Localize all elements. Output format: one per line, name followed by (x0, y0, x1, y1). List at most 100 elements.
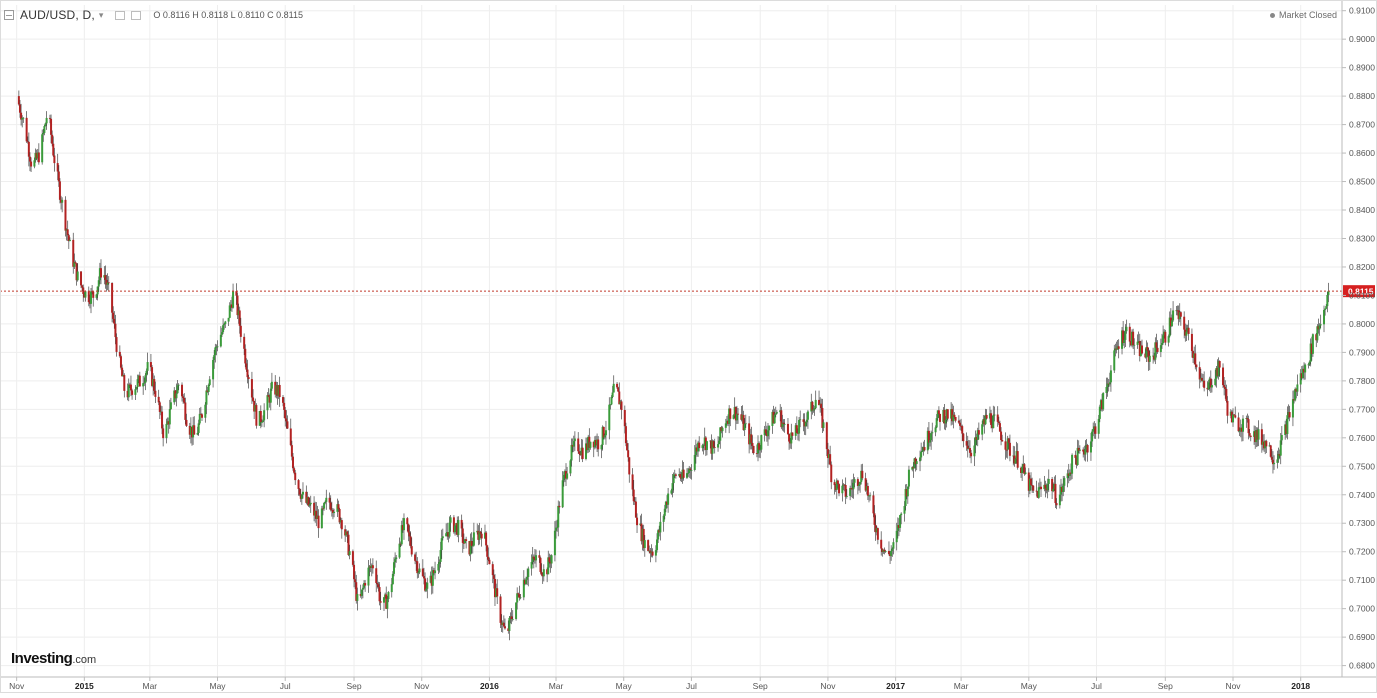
candle-up[interactable] (815, 400, 817, 408)
candle-down[interactable] (1188, 328, 1190, 334)
candle-up[interactable] (1063, 478, 1065, 486)
candle-up[interactable] (128, 384, 130, 397)
candle-down[interactable] (298, 480, 300, 489)
candle-down[interactable] (1094, 426, 1096, 433)
candle-down[interactable] (578, 451, 580, 454)
candle-up[interactable] (387, 592, 389, 599)
candle-down[interactable] (330, 503, 332, 510)
candle-down[interactable] (329, 498, 331, 503)
candle-down[interactable] (1157, 348, 1159, 352)
candle-up[interactable] (45, 123, 47, 126)
candle-down[interactable] (1074, 455, 1076, 458)
candle-up[interactable] (1110, 370, 1112, 382)
candle-up[interactable] (858, 485, 860, 486)
candle-down[interactable] (159, 402, 161, 412)
candle-up[interactable] (659, 522, 661, 533)
candle-up[interactable] (664, 509, 666, 516)
candle-down[interactable] (1191, 334, 1193, 351)
candle-down[interactable] (244, 349, 246, 364)
candle-up[interactable] (96, 294, 98, 297)
candle-up[interactable] (177, 385, 179, 393)
candle-down[interactable] (123, 375, 125, 391)
candle-down[interactable] (318, 516, 320, 528)
candle-up[interactable] (147, 362, 149, 371)
candle-down[interactable] (803, 419, 805, 422)
candle-up[interactable] (1312, 334, 1314, 354)
candle-down[interactable] (59, 181, 61, 199)
candle-up[interactable] (767, 430, 769, 436)
chevron-down-icon[interactable]: ▾ (99, 10, 104, 21)
candle-down[interactable] (633, 490, 635, 502)
candle-down[interactable] (364, 583, 366, 585)
candle-down[interactable] (113, 319, 115, 324)
candle-up[interactable] (403, 518, 405, 530)
candle-down[interactable] (538, 555, 540, 558)
candle-up[interactable] (33, 160, 35, 166)
candle-down[interactable] (88, 291, 90, 302)
candle-down[interactable] (492, 564, 494, 575)
candle-up[interactable] (419, 569, 421, 573)
candle-up[interactable] (899, 515, 901, 528)
candle-up[interactable] (718, 441, 720, 444)
candle-down[interactable] (1180, 312, 1182, 317)
candle-up[interactable] (805, 422, 807, 426)
candle-down[interactable] (1225, 389, 1227, 401)
candle-up[interactable] (849, 488, 851, 496)
candle-down[interactable] (867, 486, 869, 496)
candle-up[interactable] (473, 532, 475, 545)
candle-up[interactable] (759, 450, 761, 451)
candle-up[interactable] (333, 512, 335, 513)
candle-up[interactable] (1123, 340, 1125, 343)
candle-down[interactable] (375, 568, 377, 583)
candle-down[interactable] (380, 601, 382, 602)
candle-up[interactable] (1292, 399, 1294, 417)
candle-down[interactable] (461, 520, 463, 529)
candle-up[interactable] (508, 618, 510, 631)
candle-down[interactable] (285, 418, 287, 421)
candle-up[interactable] (1326, 295, 1328, 306)
candle-up[interactable] (42, 133, 44, 134)
candle-up[interactable] (775, 413, 777, 414)
candle-down[interactable] (765, 429, 767, 433)
candle-up[interactable] (437, 564, 439, 571)
candle-up[interactable] (1309, 362, 1311, 365)
candle-down[interactable] (616, 384, 618, 388)
candle-up[interactable] (266, 395, 268, 410)
candle-down[interactable] (625, 426, 627, 443)
candle-down[interactable] (539, 558, 541, 572)
candle-down[interactable] (872, 495, 874, 513)
candle-up[interactable] (301, 495, 303, 499)
candle-down[interactable] (58, 172, 60, 182)
candle-up[interactable] (1242, 419, 1244, 432)
candle-up[interactable] (605, 430, 607, 435)
candle-up[interactable] (1239, 431, 1241, 432)
candle-up[interactable] (309, 504, 311, 505)
candle-up[interactable] (798, 420, 800, 434)
candle-down[interactable] (517, 593, 519, 594)
candle-down[interactable] (1195, 365, 1197, 368)
candle-down[interactable] (714, 447, 716, 448)
candle-up[interactable] (945, 420, 947, 424)
candle-up[interactable] (1079, 450, 1081, 451)
candle-down[interactable] (970, 453, 972, 456)
candle-down[interactable] (826, 422, 828, 449)
candle-down[interactable] (81, 285, 83, 287)
candle-up[interactable] (814, 408, 816, 409)
candle-up[interactable] (1214, 379, 1216, 385)
candle-down[interactable] (962, 434, 964, 442)
candle-up[interactable] (644, 540, 646, 548)
candle-up[interactable] (391, 584, 393, 592)
candle-up[interactable] (736, 414, 738, 421)
candle-down[interactable] (1222, 368, 1224, 386)
candle-up[interactable] (324, 502, 326, 503)
candle-up[interactable] (222, 325, 224, 332)
candle-down[interactable] (1289, 412, 1291, 417)
candle-up[interactable] (394, 559, 396, 562)
candle-up[interactable] (1038, 487, 1040, 498)
candle-down[interactable] (845, 485, 847, 497)
candle-up[interactable] (608, 405, 610, 431)
candle-down[interactable] (346, 531, 348, 534)
candle-up[interactable] (1296, 384, 1298, 391)
candle-down[interactable] (1203, 381, 1205, 388)
candle-up[interactable] (1185, 332, 1187, 336)
